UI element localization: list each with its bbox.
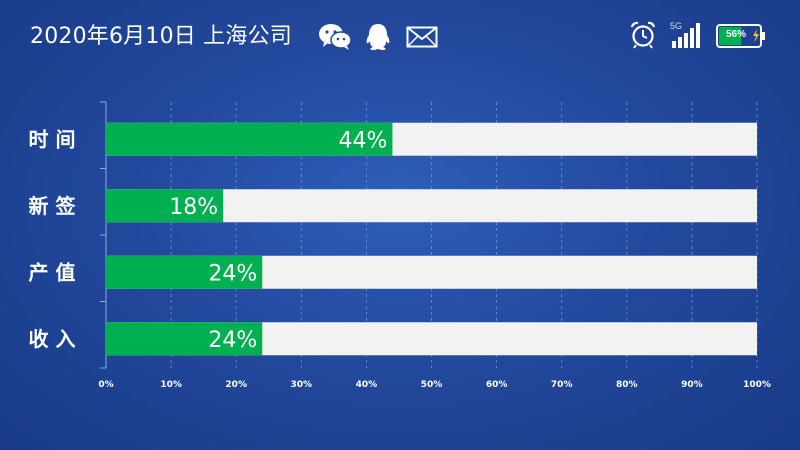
bar-value-label: 24% (208, 328, 257, 353)
network-type: 5G (670, 21, 683, 31)
category-label: 新 签 (29, 194, 77, 218)
x-tick-label: 10% (160, 380, 182, 390)
date-title: 2020年6月10日 上海公司 (30, 24, 292, 49)
bar-value-label: 24% (208, 261, 257, 286)
bar-value-label: 18% (169, 195, 218, 220)
x-tick-label: 0% (98, 380, 113, 390)
signal-icon (672, 23, 700, 48)
x-tick-label: 90% (681, 380, 703, 390)
x-tick-label: 80% (616, 380, 638, 390)
bar (106, 322, 263, 356)
bar (106, 122, 393, 156)
qq-icon[interactable] (364, 22, 392, 52)
x-tick-label: 60% (486, 380, 508, 390)
bar (106, 189, 224, 223)
wechat-icon[interactable] (318, 22, 352, 52)
battery-icon (716, 24, 765, 48)
bar (106, 255, 263, 289)
x-tick-label: 50% (421, 380, 443, 390)
status-bar: 2020年6月10日 上海公司 5G (0, 0, 800, 70)
alarm-clock-icon (630, 21, 656, 49)
battery-level: 56% (725, 29, 746, 40)
x-tick-label: 70% (551, 380, 573, 390)
x-tick-label: 40% (356, 380, 378, 390)
x-tick-label: 20% (225, 380, 247, 390)
mail-icon[interactable] (406, 26, 438, 48)
category-label: 收 入 (29, 327, 76, 351)
x-tick-label: 100% (743, 380, 771, 390)
category-label: 产 值 (29, 260, 76, 284)
category-label: 时 间 (29, 127, 76, 151)
x-tick-label: 30% (291, 380, 313, 390)
bar-value-label: 44% (339, 128, 388, 153)
